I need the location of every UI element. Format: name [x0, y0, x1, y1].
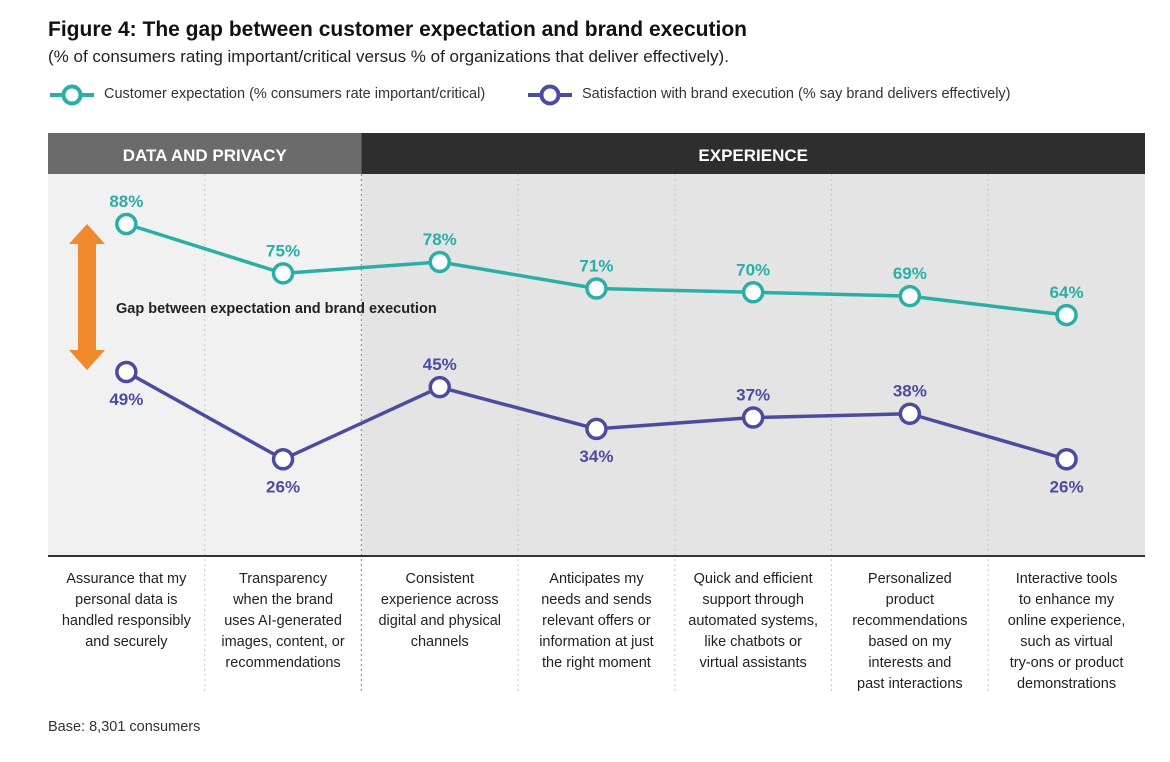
category-label-6: Interactive tools to enhance my online exp…: [992, 569, 1142, 695]
category-label-line: demonstrations: [1016, 676, 1117, 692]
category-label-line: like chatbots or: [704, 634, 802, 650]
category-label-line: recommendations: [852, 613, 968, 629]
category-label-0: Assurance that my personal data is handled…: [51, 569, 201, 653]
category-label-line: experience across: [380, 592, 499, 608]
category-label-line: needs and sends: [541, 592, 652, 608]
category-label-line: images, content, or: [221, 634, 345, 650]
data-label-s0-4: 70%: [736, 260, 770, 279]
panel-experience: [361, 174, 1145, 556]
data-label-s1-0: 49%: [109, 390, 143, 409]
data-point-s0-3: [585, 277, 608, 300]
category-label-line: Assurance that my: [66, 571, 187, 587]
category-label-1: Transparency when the brand uses AI-genera…: [208, 569, 358, 674]
legend-label-expectation: Customer expectation (% consumers rate i…: [104, 86, 486, 102]
data-label-s1-4: 37%: [736, 386, 770, 405]
data-point-s0-2: [428, 250, 451, 274]
category-label-4: Quick and efficient support through automa…: [678, 569, 828, 674]
data-label-s1-3: 34%: [579, 447, 613, 466]
category-label-line: when the brand: [233, 592, 334, 608]
data-label-s0-6: 64%: [1050, 283, 1084, 302]
data-point-s1-5: [898, 402, 922, 425]
category-label-line: relevant offers or: [542, 613, 651, 629]
base-note: Base: 8,301 consumers: [48, 719, 201, 735]
category-label-line: recommendations: [225, 655, 341, 671]
section-header-1: [361, 133, 1145, 174]
data-point-s1-1: [271, 448, 295, 471]
chart-title: Figure 4: The gap between customer expec…: [48, 18, 747, 41]
data-point-s1-2: [428, 375, 451, 399]
category-label-line: based on my: [868, 634, 952, 650]
section-header-label-1: EXPERIENCE: [698, 146, 808, 165]
data-label-s1-6: 26%: [1050, 477, 1084, 496]
category-label-3: Anticipates my needs and sends relevant of…: [521, 569, 671, 674]
category-label-line: such as virtual: [1020, 634, 1113, 650]
category-label-line: information at just: [539, 634, 654, 650]
data-point-s0-5: [898, 284, 922, 308]
data-point-s0-6: [1055, 303, 1078, 327]
category-label-line: channels: [410, 634, 469, 650]
data-point-s1-0: [115, 360, 138, 384]
data-label-s0-5: 69%: [893, 264, 927, 283]
chart-subtitle: (% of consumers rating important/critica…: [48, 47, 729, 66]
line-chart: DATA AND PRIVACY EXPERIENCE Gap between ex…: [48, 133, 1145, 692]
category-label-line: Consistent: [405, 571, 474, 587]
legend-label-execution: Satisfaction with brand execution (% say…: [582, 86, 1011, 102]
data-label-s0-0: 88%: [109, 192, 143, 211]
section-header-0: [48, 133, 362, 174]
legend-swatch-execution: [528, 84, 572, 106]
data-point-s1-3: [585, 417, 608, 441]
section-header-label-0: DATA AND PRIVACY: [123, 146, 288, 165]
category-label-line: the right moment: [542, 655, 651, 671]
data-label-s1-2: 45%: [423, 355, 457, 374]
gap-annotation: Gap between expectation and brand execut…: [116, 301, 437, 317]
category-label-line: try-ons or product: [1009, 655, 1124, 671]
gap-arrow-icon: [69, 224, 105, 370]
category-label-line: Anticipates my: [549, 571, 644, 587]
category-label-line: uses AI-generated: [224, 613, 342, 629]
data-point-s1-4: [741, 406, 765, 429]
data-point-s0-1: [271, 262, 295, 285]
data-point-s0-0: [115, 212, 138, 236]
category-label-line: Quick and efficient: [693, 571, 813, 587]
category-label-line: personal data is: [75, 592, 178, 608]
category-label-line: and securely: [85, 634, 168, 650]
data-label-s0-3: 71%: [579, 257, 613, 276]
category-label-line: Transparency: [238, 571, 328, 587]
data-point-s1-6: [1055, 448, 1078, 471]
category-label-line: automated systems,: [688, 613, 819, 629]
category-label-line: digital and physical: [378, 613, 502, 629]
category-label-line: virtual assistants: [699, 655, 807, 671]
data-label-s1-1: 26%: [266, 477, 300, 496]
data-label-s1-5: 38%: [893, 382, 927, 401]
category-label-line: online experience,: [1007, 613, 1126, 629]
category-label-line: Interactive tools: [1015, 571, 1118, 587]
category-label-line: Personalized: [867, 571, 952, 587]
category-label-line: past interactions: [857, 676, 963, 692]
category-label-2: Consistent experience across digital and p…: [365, 569, 515, 653]
category-label-line: interests and: [868, 655, 952, 671]
data-label-s0-1: 75%: [266, 241, 300, 260]
category-label-line: handled responsibly: [61, 613, 191, 629]
legend-swatch-expectation: [50, 84, 94, 106]
category-label-line: support through: [702, 592, 804, 608]
data-point-s0-4: [741, 281, 765, 304]
category-label-line: to enhance my: [1018, 592, 1115, 608]
category-label-5: Personalized product recommendations based …: [835, 569, 985, 695]
data-label-s0-2: 78%: [423, 230, 457, 249]
category-label-line: product: [885, 592, 935, 608]
